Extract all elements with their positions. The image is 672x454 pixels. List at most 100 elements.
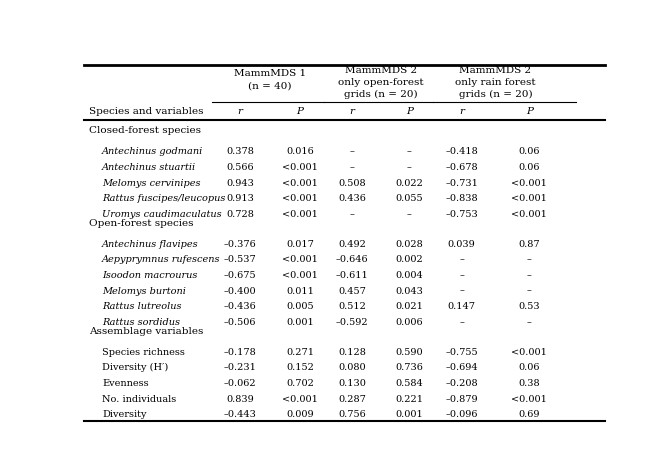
Text: 0.702: 0.702 <box>286 379 314 388</box>
Text: –: – <box>407 163 412 172</box>
Text: 0.69: 0.69 <box>519 410 540 419</box>
Text: 0.043: 0.043 <box>396 286 423 296</box>
Text: 0.06: 0.06 <box>519 163 540 172</box>
Text: <0.001: <0.001 <box>282 271 318 280</box>
Text: –0.592: –0.592 <box>336 318 368 327</box>
Text: only rain forest: only rain forest <box>455 78 536 87</box>
Text: 0.055: 0.055 <box>396 194 423 203</box>
Text: 0.736: 0.736 <box>396 363 423 372</box>
Text: <0.001: <0.001 <box>282 395 318 404</box>
Text: 0.009: 0.009 <box>286 410 314 419</box>
Text: 0.590: 0.590 <box>396 348 423 357</box>
Text: 0.001: 0.001 <box>396 410 423 419</box>
Text: 0.271: 0.271 <box>286 348 314 357</box>
Text: No. individuals: No. individuals <box>102 395 177 404</box>
Text: Rattus lutreolus: Rattus lutreolus <box>102 302 181 311</box>
Text: 0.06: 0.06 <box>519 363 540 372</box>
Text: grids (n = 20): grids (n = 20) <box>344 90 418 99</box>
Text: –0.537: –0.537 <box>224 255 257 264</box>
Text: <0.001: <0.001 <box>511 178 547 188</box>
Text: Rattus sordidus: Rattus sordidus <box>102 318 180 327</box>
Text: –: – <box>349 147 355 156</box>
Text: –0.436: –0.436 <box>224 302 257 311</box>
Text: –0.675: –0.675 <box>224 271 257 280</box>
Text: Aepyprymnus rufescens: Aepyprymnus rufescens <box>102 255 220 264</box>
Text: 0.080: 0.080 <box>339 363 366 372</box>
Text: –0.753: –0.753 <box>446 210 478 219</box>
Text: Antechinus godmani: Antechinus godmani <box>102 147 204 156</box>
Text: –0.755: –0.755 <box>446 348 478 357</box>
Text: –0.646: –0.646 <box>336 255 368 264</box>
Text: 0.021: 0.021 <box>396 302 423 311</box>
Text: Antechinus stuartii: Antechinus stuartii <box>102 163 196 172</box>
Text: P: P <box>406 107 413 116</box>
Text: 0.022: 0.022 <box>396 178 423 188</box>
Text: <0.001: <0.001 <box>511 348 547 357</box>
Text: Diversity (H′): Diversity (H′) <box>102 363 169 372</box>
Text: –0.443: –0.443 <box>224 410 257 419</box>
Text: MammMDS 2: MammMDS 2 <box>345 66 417 75</box>
Text: –: – <box>527 318 532 327</box>
Text: 0.039: 0.039 <box>448 240 476 249</box>
Text: –0.400: –0.400 <box>224 286 257 296</box>
Text: 0.728: 0.728 <box>226 210 254 219</box>
Text: 0.001: 0.001 <box>286 318 314 327</box>
Text: 0.38: 0.38 <box>519 379 540 388</box>
Text: Melomys cervinipes: Melomys cervinipes <box>102 178 201 188</box>
Text: grids (n = 20): grids (n = 20) <box>458 90 532 99</box>
Text: Species and variables: Species and variables <box>89 107 204 116</box>
Text: –0.231: –0.231 <box>224 363 257 372</box>
Text: –0.694: –0.694 <box>446 363 478 372</box>
Text: 0.378: 0.378 <box>226 147 254 156</box>
Text: 0.839: 0.839 <box>226 395 254 404</box>
Text: 0.005: 0.005 <box>286 302 314 311</box>
Text: r: r <box>459 107 464 116</box>
Text: r: r <box>238 107 243 116</box>
Text: 0.87: 0.87 <box>519 240 540 249</box>
Text: only open-forest: only open-forest <box>338 78 423 87</box>
Text: Open-forest species: Open-forest species <box>89 218 194 227</box>
Text: –: – <box>407 210 412 219</box>
Text: 0.016: 0.016 <box>286 147 314 156</box>
Text: <0.001: <0.001 <box>282 163 318 172</box>
Text: –: – <box>459 271 464 280</box>
Text: –0.611: –0.611 <box>336 271 368 280</box>
Text: Melomys burtoni: Melomys burtoni <box>102 286 186 296</box>
Text: 0.004: 0.004 <box>396 271 423 280</box>
Text: Rattus fuscipes/leucopus: Rattus fuscipes/leucopus <box>102 194 226 203</box>
Text: 0.130: 0.130 <box>338 379 366 388</box>
Text: 0.002: 0.002 <box>396 255 423 264</box>
Text: Isoodon macrourus: Isoodon macrourus <box>102 271 198 280</box>
Text: –: – <box>349 210 355 219</box>
Text: –: – <box>527 255 532 264</box>
Text: –: – <box>527 286 532 296</box>
Text: <0.001: <0.001 <box>511 395 547 404</box>
Text: 0.128: 0.128 <box>338 348 366 357</box>
Text: <0.001: <0.001 <box>282 210 318 219</box>
Text: –: – <box>349 163 355 172</box>
Text: –: – <box>527 271 532 280</box>
Text: <0.001: <0.001 <box>511 194 547 203</box>
Text: <0.001: <0.001 <box>511 210 547 219</box>
Text: <0.001: <0.001 <box>282 194 318 203</box>
Text: Uromys caudimaculatus: Uromys caudimaculatus <box>102 210 222 219</box>
Text: 0.508: 0.508 <box>339 178 366 188</box>
Text: Diversity: Diversity <box>102 410 146 419</box>
Text: –: – <box>407 147 412 156</box>
Text: –0.879: –0.879 <box>446 395 478 404</box>
Text: 0.913: 0.913 <box>226 194 254 203</box>
Text: –0.506: –0.506 <box>224 318 257 327</box>
Text: –0.731: –0.731 <box>445 178 478 188</box>
Text: 0.011: 0.011 <box>286 286 314 296</box>
Text: 0.436: 0.436 <box>338 194 366 203</box>
Text: P: P <box>296 107 304 116</box>
Text: Antechinus flavipes: Antechinus flavipes <box>102 240 199 249</box>
Text: 0.017: 0.017 <box>286 240 314 249</box>
Text: 0.512: 0.512 <box>338 302 366 311</box>
Text: <0.001: <0.001 <box>282 255 318 264</box>
Text: 0.943: 0.943 <box>226 178 254 188</box>
Text: MammMDS 1: MammMDS 1 <box>234 69 306 78</box>
Text: –0.678: –0.678 <box>446 163 478 172</box>
Text: 0.53: 0.53 <box>519 302 540 311</box>
Text: Closed-forest species: Closed-forest species <box>89 126 201 135</box>
